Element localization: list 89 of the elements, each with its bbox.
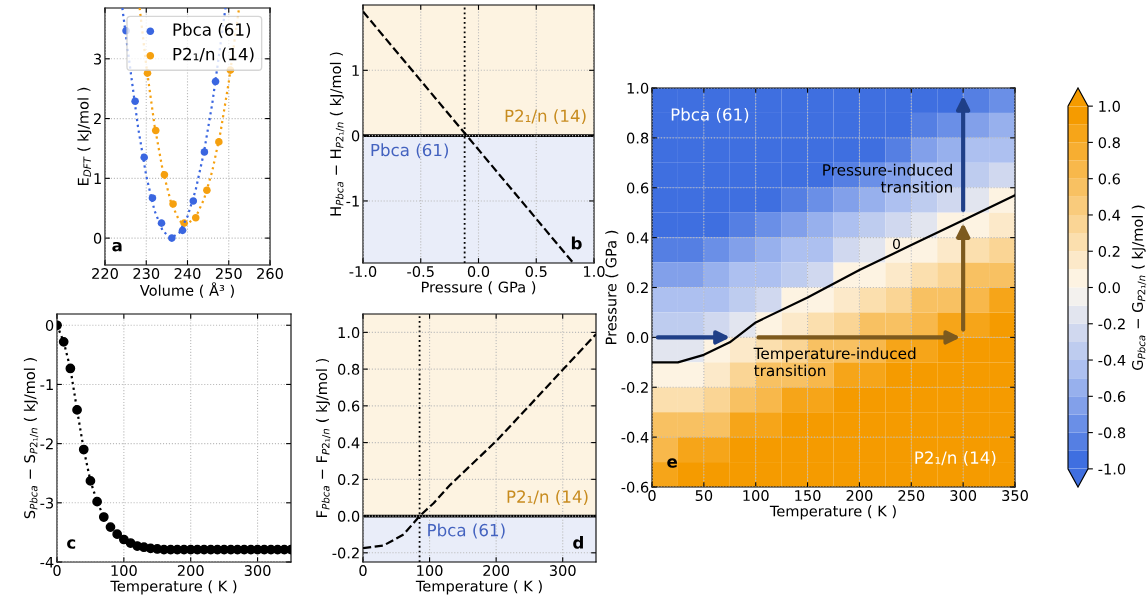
x-tick-label: 200 — [483, 565, 510, 577]
x-tick-label: 0.0 — [467, 266, 490, 278]
x-tick-label: 100 — [417, 565, 443, 577]
annotation: b — [571, 236, 582, 250]
color-bar-label: -0.2 — [1098, 318, 1125, 330]
band-label: P2₁/n (14) — [505, 109, 586, 125]
annotation: a — [112, 241, 122, 252]
x-tick-label: 0.5 — [525, 266, 547, 278]
y-tick-label: -1 — [346, 195, 359, 207]
color-bar-label: 0.2 — [1098, 245, 1120, 257]
x-axis-title: Temperature ( K ) — [110, 580, 237, 595]
y-axis-title: Pressure ( GPa ) — [605, 230, 619, 345]
y-tick-label: -4 — [40, 556, 54, 568]
color-bar-label: 0.6 — [1098, 173, 1120, 185]
x-tick-label: 100 — [743, 490, 769, 502]
color-bar-label: 0.0 — [1098, 282, 1120, 294]
x-tick-label: 250 — [898, 490, 925, 502]
color-bar-label: 0.8 — [1098, 137, 1120, 149]
x-tick-label: 240 — [174, 268, 201, 280]
x-tick-label: -1.0 — [349, 266, 377, 278]
color-bar-label: 1.0 — [1099, 100, 1120, 112]
x-axis-title: Temperature ( K ) — [769, 505, 896, 520]
x-tick-label: 250 — [215, 268, 242, 280]
band-label: Pbca (61) — [428, 523, 505, 539]
x-tick-label: 260 — [257, 268, 283, 280]
y-tick-label: 2 — [94, 113, 101, 125]
y-tick-label: 3 — [94, 53, 102, 65]
y-axis-title: F$_{Pbca}$ − F$_{P2₁/n}$ ( kJ/mol ) — [315, 358, 331, 517]
band-label: Pbca (61) — [371, 143, 449, 159]
x-tick-label: 300 — [549, 565, 576, 577]
x-tick-label: 1.0 — [584, 266, 605, 278]
legend-label: P2₁/n (14) — [173, 47, 254, 63]
annotation: P2₁/n (14) — [915, 451, 996, 466]
y-tick-label: 0 — [93, 232, 102, 244]
annotation: Pressure-induced transition — [823, 163, 952, 193]
color-bar-label: -0.8 — [1098, 427, 1126, 439]
annotation: d — [573, 535, 583, 549]
color-bar-title: G$_{Pbca}$ − G$_{P2₁/n}$ ( kJ/mol ) — [1131, 205, 1147, 370]
y-axis-title: S$_{Pbca}$ − S$_{P2₁/n}$ ( kJ/mol ) — [23, 358, 39, 519]
x-axis-title: Temperature ( K ) — [415, 580, 542, 595]
band-label: P2₁/n (14) — [507, 490, 588, 505]
x-tick-label: 350 — [1002, 490, 1028, 502]
color-bar-label: 0.4 — [1098, 209, 1121, 221]
x-tick-label: 50 — [695, 490, 713, 502]
x-axis-title: Volume ( Å³ ) — [139, 282, 234, 298]
y-tick-label: 0 — [45, 319, 54, 331]
x-axis-title: Pressure ( GPa ) — [421, 281, 536, 295]
y-tick-label: 1.0 — [338, 327, 360, 339]
y-tick-label: 0 — [351, 130, 360, 142]
y-tick-label: 0.2 — [337, 474, 359, 486]
x-tick-label: 300 — [244, 565, 271, 577]
y-tick-label: -0.2 — [332, 547, 359, 559]
y-tick-label: -0.2 — [621, 381, 648, 393]
y-tick-label: 0.4 — [337, 437, 360, 449]
x-tick-label: 200 — [846, 490, 873, 502]
y-axis-title: E$_{DFT}$ ( kJ/mol ) — [77, 87, 92, 186]
annotation: Temperature-induced transition — [753, 347, 916, 377]
y-tick-label: 1 — [352, 65, 359, 76]
y-tick-label: 0.6 — [337, 400, 360, 412]
color-bar-label: -1.0 — [1098, 463, 1126, 475]
annotation: e — [667, 458, 678, 468]
y-tick-label: -3 — [40, 497, 54, 509]
x-tick-label: -0.5 — [407, 266, 434, 278]
y-tick-label: 0.4 — [626, 232, 649, 244]
x-tick-label: 200 — [177, 565, 204, 577]
color-bar-label: -0.4 — [1098, 354, 1126, 366]
x-tick-label: 220 — [92, 268, 118, 280]
annotation: Pbca (61) — [671, 107, 749, 123]
y-tick-label: -0.4 — [621, 431, 649, 443]
y-tick-label: 0.0 — [337, 510, 360, 522]
y-tick-label: 1.0 — [627, 82, 649, 94]
y-tick-label: -0.6 — [621, 481, 649, 493]
y-tick-label: -1 — [40, 379, 53, 390]
x-tick-label: 150 — [795, 490, 821, 502]
x-tick-label: 100 — [111, 565, 137, 577]
y-tick-label: 0.0 — [626, 332, 649, 344]
y-tick-label: -2 — [40, 438, 53, 450]
x-tick-label: 230 — [133, 268, 160, 280]
x-tick-label: 300 — [950, 490, 977, 502]
y-tick-label: 0.8 — [626, 132, 649, 144]
color-bar-label: -0.6 — [1098, 391, 1126, 403]
annotation: c — [67, 539, 76, 549]
y-tick-label: 0.6 — [626, 182, 649, 194]
y-tick-label: 1 — [94, 173, 101, 184]
y-axis-title: H$_{Pbca}$ − H$_{P2₁/n}$ ( kJ/mol ) — [329, 52, 345, 216]
annotation: 0 — [892, 238, 900, 250]
y-tick-label: 0.2 — [626, 282, 648, 294]
y-tick-label: 0.8 — [337, 363, 360, 375]
legend-label: Pbca (61) — [173, 23, 251, 38]
